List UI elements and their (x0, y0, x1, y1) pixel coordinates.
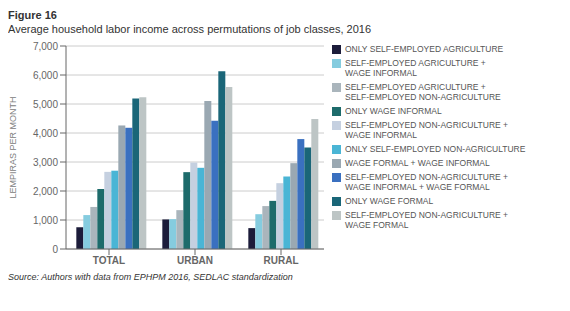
html-text:WAGE FORMAL: WAGE FORMAL (345, 220, 409, 230)
svg-text:URBAN: URBAN (177, 255, 213, 266)
html-text:ONLY SELF-EMPLOYED AGRICULTURE: ONLY SELF-EMPLOYED AGRICULTURE (345, 44, 504, 54)
svg-text:RURAL: RURAL (264, 255, 299, 266)
html-text:SELF-EMPLOYED AGRICULTURE +: SELF-EMPLOYED AGRICULTURE + (345, 82, 486, 92)
svg-text:LEMPIRAS PER MONTH: LEMPIRAS PER MONTH (8, 96, 18, 198)
svg-text:5,000: 5,000 (33, 99, 58, 110)
svg-text:7,000: 7,000 (33, 41, 58, 52)
html-text:Figure 16: Figure 16 (8, 9, 57, 21)
svg-text:4,000: 4,000 (33, 128, 58, 139)
svg-text:6,000: 6,000 (33, 70, 58, 81)
html-text:ONLY WAGE INFORMAL: ONLY WAGE INFORMAL (345, 106, 442, 116)
html-text:WAGE FORMAL + WAGE INFORMAL: WAGE FORMAL + WAGE INFORMAL (345, 158, 490, 168)
svg-text:2,000: 2,000 (33, 186, 58, 197)
html-text:SELF-EMPLOYED NON-AGRICULTURE: SELF-EMPLOYED NON-AGRICULTURE + (345, 172, 508, 182)
html-text:ONLY WAGE FORMAL: ONLY WAGE FORMAL (345, 196, 434, 206)
svg-text:TOTAL: TOTAL (93, 255, 125, 266)
html-text:WAGE INFORMAL: WAGE INFORMAL (345, 130, 417, 140)
html-text:Average household labor income: Average household labor income across pe… (8, 23, 371, 35)
html-text:WAGE INFORMAL + WAGE FORMAL: WAGE INFORMAL + WAGE FORMAL (345, 182, 490, 192)
svg-text:3,000: 3,000 (33, 157, 58, 168)
html-text:SELF-EMPLOYED NON-AGRICULTURE: SELF-EMPLOYED NON-AGRICULTURE + (345, 120, 508, 130)
svg-text:0: 0 (52, 244, 58, 255)
svg-text:1,000: 1,000 (33, 215, 58, 226)
html-text:WAGE INFORMAL: WAGE INFORMAL (345, 68, 417, 78)
html-text:SELF-EMPLOYED NON-AGRICULTURE: SELF-EMPLOYED NON-AGRICULTURE (345, 92, 501, 102)
html-text:SELF-EMPLOYED AGRICULTURE +: SELF-EMPLOYED AGRICULTURE + (345, 58, 486, 68)
html-text:Source: Authors with data from: Source: Authors with data from EPHPM 201… (8, 272, 293, 282)
html-text:SELF-EMPLOYED NON-AGRICULTURE: SELF-EMPLOYED NON-AGRICULTURE + (345, 210, 508, 220)
html-text:ONLY SELF-EMPLOYED NON-AGRICUL: ONLY SELF-EMPLOYED NON-AGRICULTURE (345, 144, 526, 154)
